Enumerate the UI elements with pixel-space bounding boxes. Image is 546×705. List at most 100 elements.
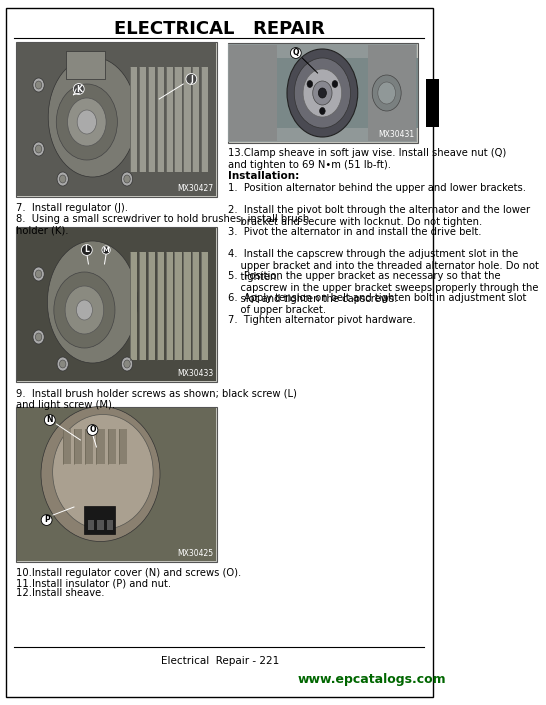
Circle shape [318, 88, 327, 98]
Text: Installation:: Installation: [228, 171, 299, 181]
Text: 2.  Install the pivot bolt through the alternator and the lower
    bracket and : 2. Install the pivot bolt through the al… [228, 205, 530, 226]
Text: 13.Clamp sheave in soft jaw vise. Install sheave nut (Q)
and tighten to 69 N•m (: 13.Clamp sheave in soft jaw vise. Instal… [228, 148, 506, 170]
Circle shape [332, 80, 338, 87]
Text: P: P [44, 515, 50, 525]
Circle shape [33, 78, 44, 92]
Bar [148, 67, 155, 172]
Text: M: M [103, 247, 110, 253]
Text: 10.Install regulator cover (N) and screws (O).: 10.Install regulator cover (N) and screw… [16, 568, 241, 578]
Ellipse shape [41, 407, 160, 541]
Bar [17, 43, 216, 196]
Text: 3.  Pivot the alternator in and install the drive belt.: 3. Pivot the alternator in and install t… [228, 227, 481, 237]
Text: L: L [85, 245, 89, 255]
Text: ELECTRICAL   REPAIR: ELECTRICAL REPAIR [114, 20, 325, 38]
Circle shape [60, 175, 66, 183]
Bar [228, 44, 417, 142]
Circle shape [303, 69, 342, 117]
Text: MX30433: MX30433 [177, 369, 214, 378]
Circle shape [378, 82, 395, 104]
Bar [157, 67, 164, 172]
Bar [97, 520, 104, 530]
Circle shape [35, 81, 42, 89]
Text: 1.  Position alternator behind the upper and lower brackets.: 1. Position alternator behind the upper … [228, 183, 525, 193]
Text: 11.Install insulator (P) and nut.: 11.Install insulator (P) and nut. [16, 578, 171, 588]
Bar [108, 429, 116, 464]
Bar [192, 67, 199, 172]
Circle shape [56, 84, 117, 160]
Text: MX30431: MX30431 [379, 130, 415, 139]
Circle shape [68, 98, 106, 146]
Bar [368, 45, 417, 141]
Bar [130, 67, 138, 172]
Bar [17, 228, 216, 381]
Circle shape [60, 360, 66, 368]
Text: MX30427: MX30427 [177, 184, 214, 193]
Bar [426, 79, 439, 127]
Ellipse shape [52, 415, 153, 529]
Bar [148, 252, 155, 360]
Circle shape [35, 145, 42, 153]
Bar [165, 67, 173, 172]
Bar [63, 429, 71, 464]
Bar [119, 429, 127, 464]
Circle shape [313, 81, 332, 105]
Bar [130, 252, 138, 360]
Circle shape [294, 58, 351, 128]
Bar [66, 51, 104, 79]
Text: J: J [190, 75, 193, 83]
Circle shape [33, 330, 44, 344]
Bar [183, 252, 191, 360]
Circle shape [307, 80, 313, 87]
Bar [17, 408, 216, 561]
Circle shape [121, 357, 133, 371]
Bar [16, 227, 217, 382]
Text: 9.  Install brush holder screws as shown; black screw (L)
and light screw (M).: 9. Install brush holder screws as shown;… [16, 388, 297, 410]
Circle shape [287, 49, 358, 137]
Circle shape [319, 107, 325, 114]
Circle shape [121, 172, 133, 186]
Bar [85, 429, 93, 464]
Ellipse shape [48, 57, 136, 177]
Bar [107, 520, 114, 530]
Circle shape [54, 272, 115, 348]
Bar [229, 58, 418, 128]
Bar [229, 45, 277, 141]
Text: N: N [46, 415, 53, 424]
Text: 5.  Position the upper bracket as necessary so that the
    capscrew in the uppe: 5. Position the upper bracket as necessa… [228, 271, 538, 304]
Bar [192, 252, 199, 360]
Bar [139, 252, 146, 360]
Bar [201, 252, 208, 360]
Circle shape [65, 286, 104, 334]
Text: K: K [76, 85, 82, 94]
Bar [175, 252, 182, 360]
Bar [175, 67, 182, 172]
Bar [87, 520, 94, 530]
Bar [139, 67, 146, 172]
Circle shape [33, 267, 44, 281]
Bar [201, 67, 208, 172]
Circle shape [76, 300, 92, 320]
Bar [228, 43, 418, 143]
Circle shape [57, 357, 68, 371]
Ellipse shape [48, 241, 138, 363]
Bar [16, 42, 217, 197]
Circle shape [35, 270, 42, 278]
Circle shape [33, 142, 44, 156]
Text: 8.  Using a small screwdriver to hold brushes, install brush
holder (K).: 8. Using a small screwdriver to hold bru… [16, 214, 310, 235]
Bar [157, 252, 164, 360]
Text: 6.  Apply tension on belt and tighten bolt in adjustment slot
    of upper brack: 6. Apply tension on belt and tighten bol… [228, 293, 526, 314]
Circle shape [35, 333, 42, 341]
Bar [16, 407, 217, 562]
Text: O: O [89, 426, 96, 434]
Text: 4.  Install the capscrew through the adjustment slot in the
    upper bracket an: 4. Install the capscrew through the adju… [228, 249, 538, 282]
Text: 12.Install sheave.: 12.Install sheave. [16, 588, 105, 598]
Text: Electrical  Repair - 221: Electrical Repair - 221 [161, 656, 279, 666]
Circle shape [372, 75, 401, 111]
Bar [183, 67, 191, 172]
Circle shape [124, 360, 130, 368]
Bar [97, 429, 104, 464]
Text: Q: Q [293, 49, 299, 58]
Text: 7.  Tighten alternator pivot hardware.: 7. Tighten alternator pivot hardware. [228, 315, 416, 325]
Bar [165, 252, 173, 360]
Circle shape [57, 172, 68, 186]
